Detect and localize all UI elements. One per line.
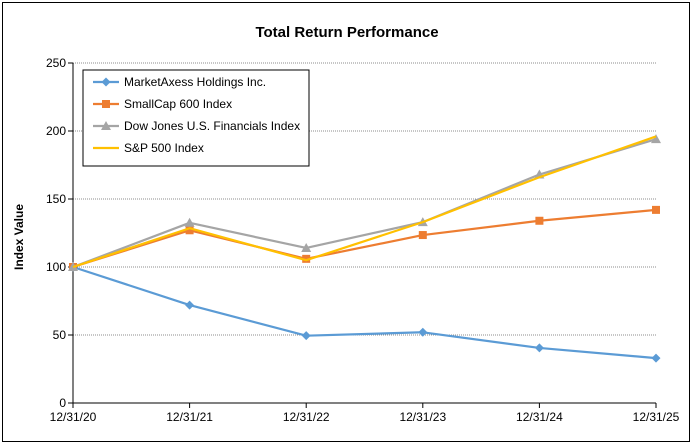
x-tick-label: 12/31/21 bbox=[166, 410, 213, 424]
y-tick-label: 250 bbox=[46, 56, 66, 70]
legend-label: SmallCap 600 Index bbox=[124, 97, 232, 111]
data-point bbox=[185, 300, 195, 310]
data-point bbox=[651, 353, 661, 363]
data-point bbox=[184, 217, 195, 227]
legend: MarketAxess Holdings Inc. SmallCap 600 In… bbox=[82, 69, 310, 167]
y-tick-label: 100 bbox=[46, 260, 66, 274]
legend-marker bbox=[101, 121, 111, 130]
legend-item: SmallCap 600 Index bbox=[93, 97, 232, 111]
line-chart: Total Return Performance Index Value 0 50… bbox=[12, 24, 680, 424]
data-point bbox=[534, 343, 544, 353]
legend-label: Dow Jones U.S. Financials Index bbox=[124, 119, 300, 133]
data-point bbox=[418, 231, 427, 240]
y-axis-label: Index Value bbox=[12, 204, 26, 270]
chart-frame: Total Return Performance Index Value 0 50… bbox=[2, 2, 690, 442]
data-point bbox=[302, 254, 311, 263]
legend-item: Dow Jones U.S. Financials Index bbox=[93, 119, 300, 133]
x-tick-label: 12/31/20 bbox=[50, 410, 97, 424]
x-tick-label: 12/31/23 bbox=[399, 410, 446, 424]
legend-label: MarketAxess Holdings Inc. bbox=[124, 75, 266, 89]
legend-item: S&P 500 Index bbox=[93, 141, 204, 155]
chart-title: Total Return Performance bbox=[255, 24, 438, 41]
data-point bbox=[535, 216, 544, 225]
data-point bbox=[301, 331, 311, 341]
data-point bbox=[185, 226, 194, 235]
y-tick-label: 200 bbox=[46, 124, 66, 138]
series-lines bbox=[68, 134, 661, 363]
series-line bbox=[72, 138, 657, 269]
legend-label: S&P 500 Index bbox=[124, 141, 204, 155]
y-tick-label: 150 bbox=[46, 192, 66, 206]
x-tick-label: 12/31/25 bbox=[633, 410, 680, 424]
series-line bbox=[72, 265, 657, 360]
series-0 bbox=[68, 262, 661, 363]
series-line bbox=[72, 135, 657, 269]
legend-box bbox=[82, 69, 310, 167]
legend-item: MarketAxess Holdings Inc. bbox=[93, 75, 266, 89]
x-tick-label: 12/31/24 bbox=[516, 410, 563, 424]
legend-marker bbox=[101, 77, 111, 87]
data-point bbox=[418, 327, 428, 337]
series-line bbox=[72, 208, 657, 269]
y-tick-label: 50 bbox=[53, 328, 67, 342]
axes: 0 50 100 150 200 250 12/31/20 12/31/21 12/31/22 1… bbox=[46, 56, 680, 424]
x-tick-label: 12/31/22 bbox=[283, 410, 330, 424]
legend-marker bbox=[102, 100, 110, 108]
data-point bbox=[301, 242, 312, 252]
data-point bbox=[652, 205, 660, 214]
y-tick-label: 0 bbox=[59, 396, 66, 410]
series-3 bbox=[72, 135, 657, 269]
data-point bbox=[651, 134, 661, 144]
